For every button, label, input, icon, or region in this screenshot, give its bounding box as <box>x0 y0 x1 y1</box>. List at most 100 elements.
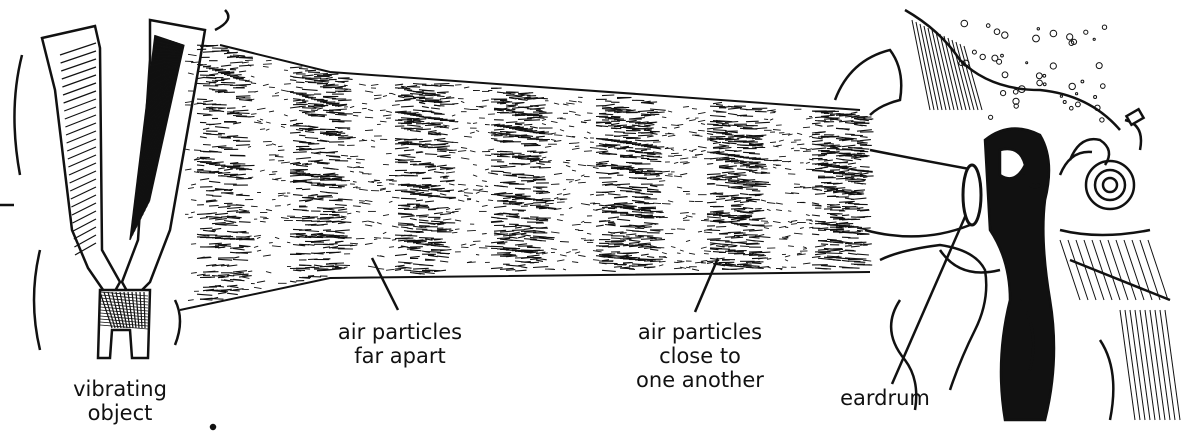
air-particle-mark <box>338 145 345 146</box>
ear-hatch-stroke <box>1068 240 1088 300</box>
air-particle-mark <box>191 244 196 245</box>
bone-texture-dot <box>1037 80 1043 86</box>
air-particle-mark <box>230 175 236 176</box>
ear-hatch-stroke <box>916 22 934 110</box>
air-particle-mark <box>539 113 553 114</box>
air-particle-mark <box>476 255 479 256</box>
air-particle-mark <box>743 137 757 138</box>
air-particle-mark <box>812 123 821 124</box>
air-particle-mark <box>350 243 358 244</box>
air-particle-mark <box>704 251 711 252</box>
air-particle-mark <box>608 222 614 223</box>
air-particle-mark <box>239 58 253 59</box>
bone-texture-dot <box>1100 118 1104 122</box>
air-particle-mark <box>407 139 423 140</box>
air-particle-mark <box>746 121 759 122</box>
air-particle-mark <box>827 126 833 127</box>
air-particle-mark <box>860 125 867 126</box>
air-particle-mark <box>227 167 240 168</box>
air-particle-mark <box>527 247 541 248</box>
air-particle-mark <box>203 145 211 146</box>
air-particle-mark <box>848 227 862 228</box>
air-particle-mark <box>860 228 871 229</box>
air-particle-mark <box>629 157 644 158</box>
air-particle-mark <box>539 227 547 228</box>
air-particle-mark <box>590 194 594 195</box>
air-particle-mark <box>437 93 446 94</box>
air-particle-mark <box>278 146 283 147</box>
air-particle-mark <box>299 69 308 70</box>
air-particle-mark <box>308 130 314 131</box>
bone-texture-dot <box>972 50 976 54</box>
air-particle-mark <box>623 207 634 208</box>
air-particle-mark <box>593 260 599 261</box>
air-particle-mark <box>554 135 562 136</box>
air-particle-mark <box>692 109 697 110</box>
air-particle-mark <box>191 200 196 201</box>
air-particle-mark <box>200 228 212 229</box>
air-particle-mark <box>197 99 207 100</box>
air-particle-mark <box>722 216 731 217</box>
air-particle-mark <box>329 187 342 188</box>
bone-texture-dot <box>1060 95 1062 97</box>
air-particle-mark <box>206 107 213 108</box>
label-close-line3: one another <box>610 368 790 392</box>
air-particle-mark <box>464 109 470 110</box>
air-particle-mark <box>539 98 548 99</box>
air-particle-mark <box>209 299 224 300</box>
air-particle-mark <box>461 247 469 248</box>
air-particle-mark <box>209 206 219 207</box>
air-particle-mark <box>677 229 685 230</box>
air-particle-mark <box>380 110 386 111</box>
bone-texture-dot <box>986 24 990 28</box>
air-particle-mark <box>836 188 845 189</box>
air-particle-mark <box>788 246 794 247</box>
air-particle-mark <box>848 203 860 204</box>
air-particle-mark <box>560 242 569 243</box>
air-particle-mark <box>377 183 382 184</box>
air-particle-mark <box>200 75 215 76</box>
air-particle-mark <box>506 132 514 133</box>
air-particle-mark <box>752 263 761 264</box>
air-particle-mark <box>203 115 213 116</box>
air-particle-mark <box>323 74 338 75</box>
air-particle-mark <box>821 244 828 245</box>
air-particle-mark <box>236 96 250 97</box>
air-particle-mark <box>707 124 719 125</box>
ear-anatomy <box>835 10 1180 420</box>
air-particle-mark <box>284 84 291 85</box>
air-particle-mark <box>491 246 503 247</box>
air-particle-mark <box>464 193 473 194</box>
air-particle-mark <box>233 137 248 138</box>
label-close-line1: air particles <box>610 320 790 344</box>
air-particle-mark <box>671 153 679 154</box>
bone-texture-dot <box>1102 25 1106 29</box>
label-eardrum-line1: eardrum <box>820 386 950 410</box>
air-particle-mark <box>755 164 766 165</box>
air-particle-mark <box>857 208 863 209</box>
air-particle-mark <box>473 190 479 191</box>
air-particle-mark <box>428 133 437 134</box>
air-particle-mark <box>278 193 286 194</box>
air-particle-mark <box>362 108 367 109</box>
air-particle-mark <box>605 145 620 146</box>
air-particle-mark <box>680 162 688 163</box>
air-particle-mark <box>512 112 523 113</box>
air-particle-mark <box>434 105 445 106</box>
air-particle-mark <box>503 198 511 199</box>
air-particle-mark <box>320 129 336 130</box>
air-particle-mark <box>857 122 865 123</box>
bone-texture-dot <box>997 59 1002 64</box>
air-particle-mark <box>623 146 629 147</box>
air-particle-mark <box>650 161 661 162</box>
bone-texture-dot <box>1070 106 1074 110</box>
cochlea <box>1060 139 1134 209</box>
ear-hatch-stroke <box>944 36 962 110</box>
air-particle-mark <box>860 167 870 168</box>
air-particle-mark <box>341 222 345 223</box>
air-particle-mark <box>629 269 635 270</box>
bone-texture-dot <box>1001 91 1006 96</box>
air-particle-mark <box>614 132 625 133</box>
air-particle-mark <box>530 262 539 263</box>
